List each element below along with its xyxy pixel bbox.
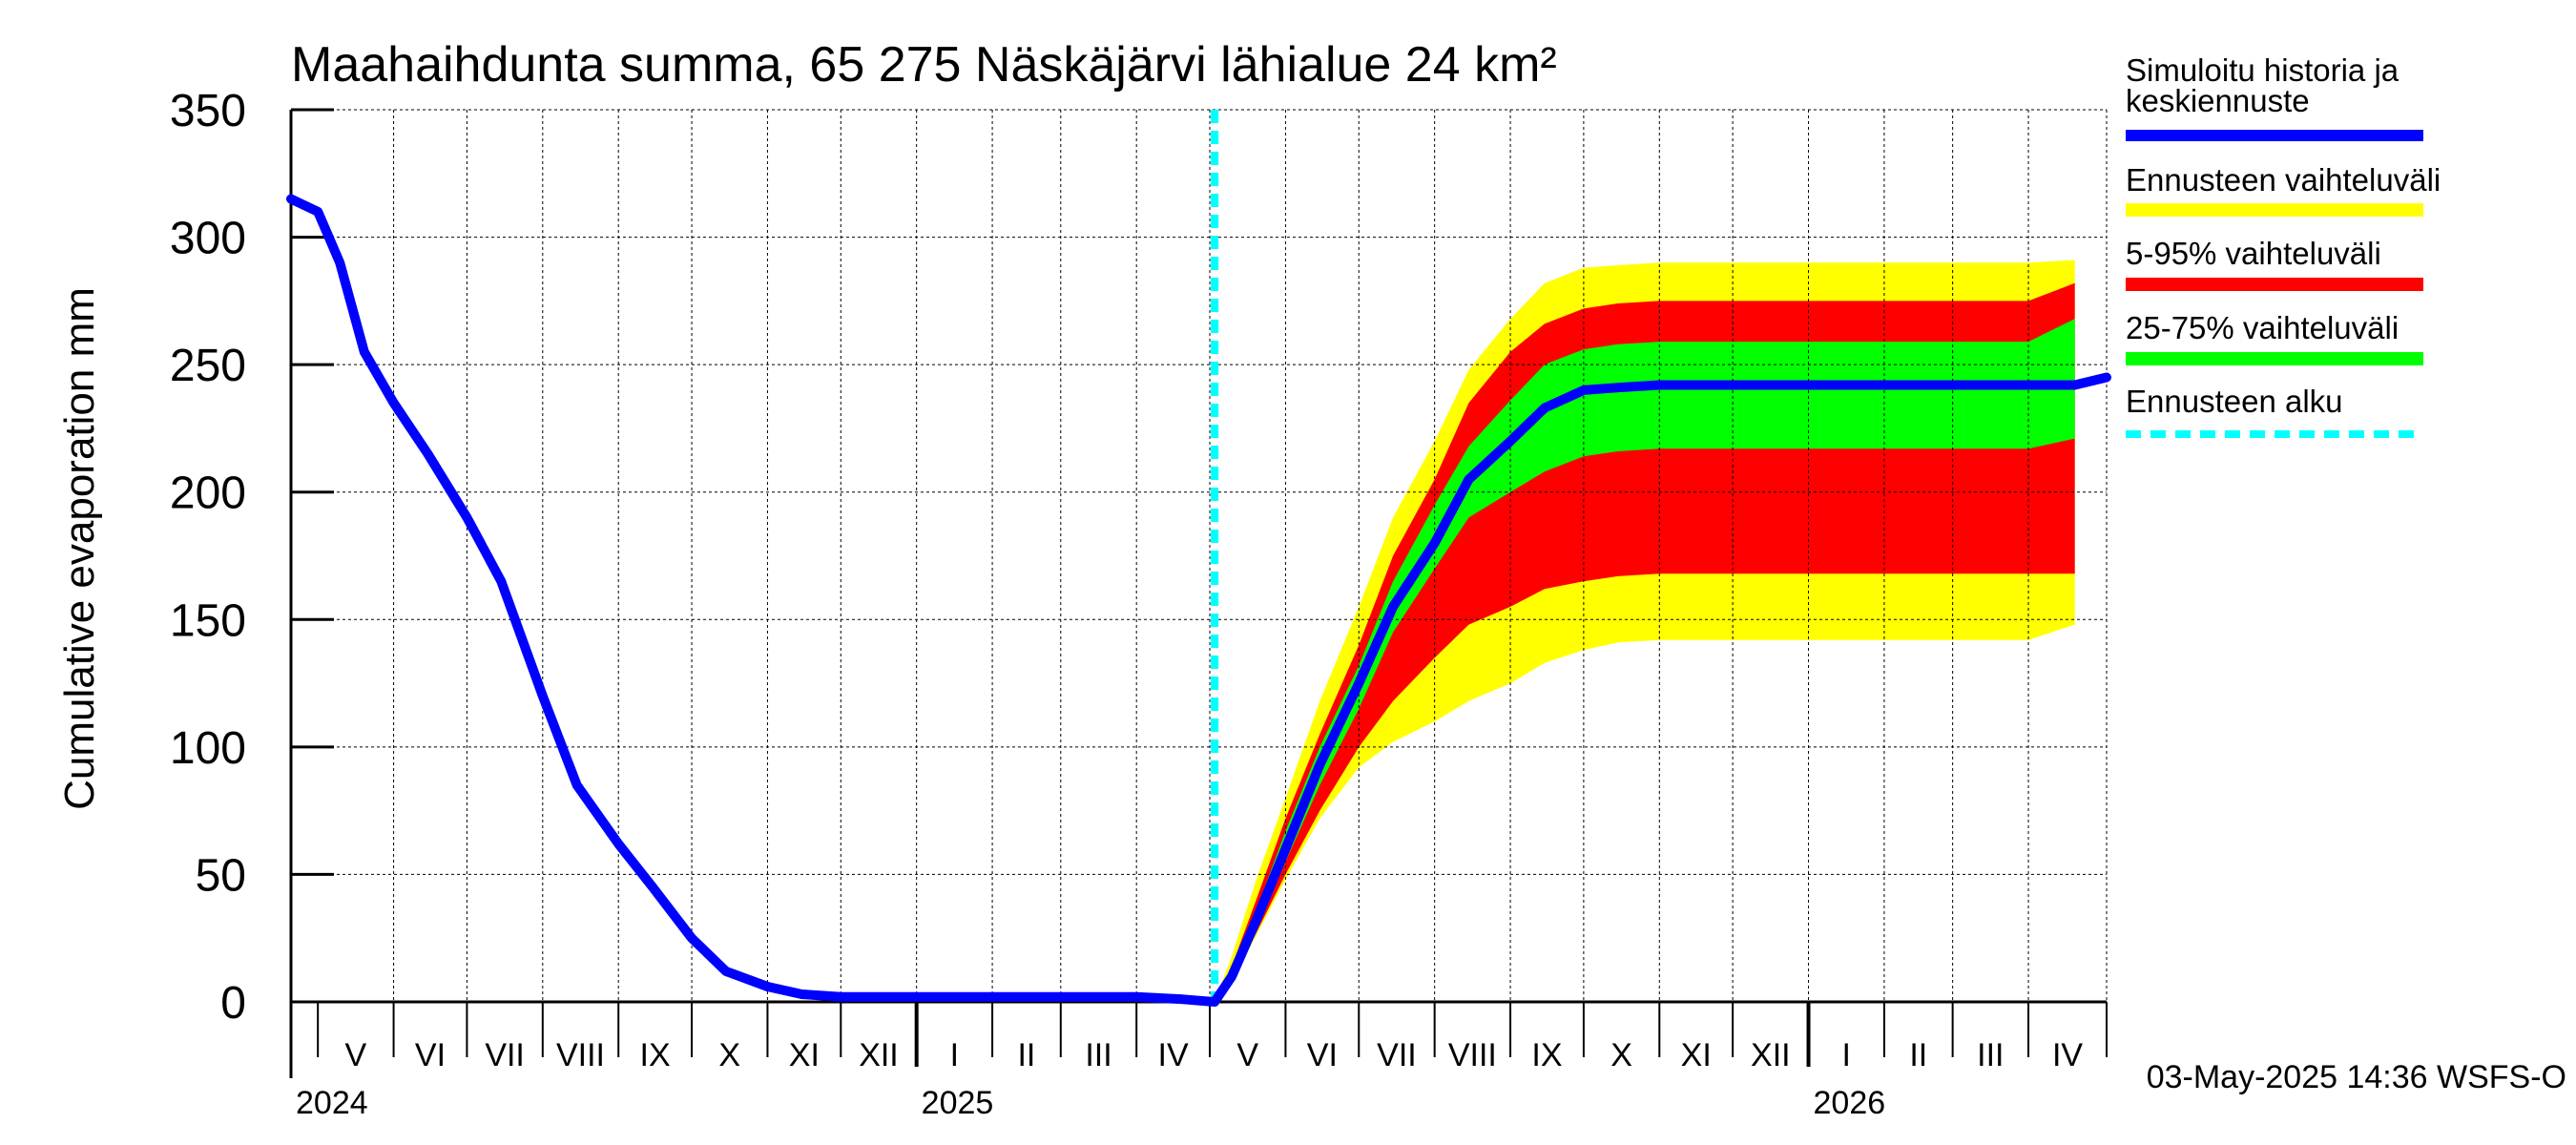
legend-label-2: 5-95% vaihteluväli xyxy=(2126,236,2381,271)
year-label-1: 2025 xyxy=(922,1085,994,1121)
y-tick-label-7: 350 xyxy=(170,86,246,136)
y-tick-label-1: 50 xyxy=(196,850,246,901)
month-label-19: XII xyxy=(1751,1037,1791,1073)
month-label-8: I xyxy=(950,1037,959,1073)
legend-label-4: Ennusteen alku xyxy=(2126,384,2343,419)
legend-label-0-0: Simuloitu historia ja xyxy=(2126,52,2399,88)
month-label-3: VIII xyxy=(556,1037,605,1073)
year-label-0: 2024 xyxy=(296,1085,368,1121)
y-tick-label-3: 150 xyxy=(170,595,246,646)
month-label-7: XII xyxy=(859,1037,899,1073)
month-label-18: XI xyxy=(1681,1037,1712,1073)
month-label-22: III xyxy=(1977,1037,2004,1073)
band-1 xyxy=(1215,282,2075,1002)
month-label-20: I xyxy=(1842,1037,1851,1073)
year-label-2: 2026 xyxy=(1814,1085,1886,1121)
month-label-1: VI xyxy=(415,1037,446,1073)
legend-label-0-1: keskiennuste xyxy=(2126,83,2310,118)
month-label-4: IX xyxy=(640,1037,671,1073)
series xyxy=(286,110,2111,1007)
month-label-13: VI xyxy=(1307,1037,1338,1073)
y-axis-label: Cumulative evaporation mm xyxy=(56,287,103,810)
month-label-9: II xyxy=(1017,1037,1035,1073)
grid xyxy=(291,109,2108,1002)
forecast-bands xyxy=(1215,260,2075,1003)
month-label-6: XI xyxy=(789,1037,820,1073)
month-label-14: VII xyxy=(1377,1037,1417,1073)
month-label-15: VIII xyxy=(1448,1037,1497,1073)
month-label-2: VII xyxy=(485,1037,525,1073)
y-tick-label-0: 0 xyxy=(220,978,246,1029)
timestamp-label: 03-May-2025 14:36 WSFS-O xyxy=(2147,1059,2566,1095)
series-line-0 xyxy=(286,194,2111,1007)
month-label-10: III xyxy=(1085,1037,1111,1073)
month-label-5: X xyxy=(718,1037,740,1073)
month-label-12: V xyxy=(1236,1037,1258,1073)
month-label-21: II xyxy=(1909,1037,1927,1073)
y-tick-label-4: 200 xyxy=(170,468,246,519)
legend-label-1: Ennusteen vaihteluväli xyxy=(2126,162,2441,198)
month-label-0: V xyxy=(345,1037,367,1073)
y-tick-label-5: 250 xyxy=(170,341,246,391)
month-label-23: IV xyxy=(2052,1037,2083,1073)
legend-label-3: 25-75% vaihteluväli xyxy=(2126,310,2399,345)
month-label-11: IV xyxy=(1158,1037,1189,1073)
chart-title: Maahaihdunta summa, 65 275 Näskäjärvi lä… xyxy=(291,37,1557,93)
month-label-16: IX xyxy=(1531,1037,1562,1073)
month-label-17: X xyxy=(1610,1037,1632,1073)
y-tick-label-6: 300 xyxy=(170,214,246,264)
y-tick-label-2: 100 xyxy=(170,723,246,774)
